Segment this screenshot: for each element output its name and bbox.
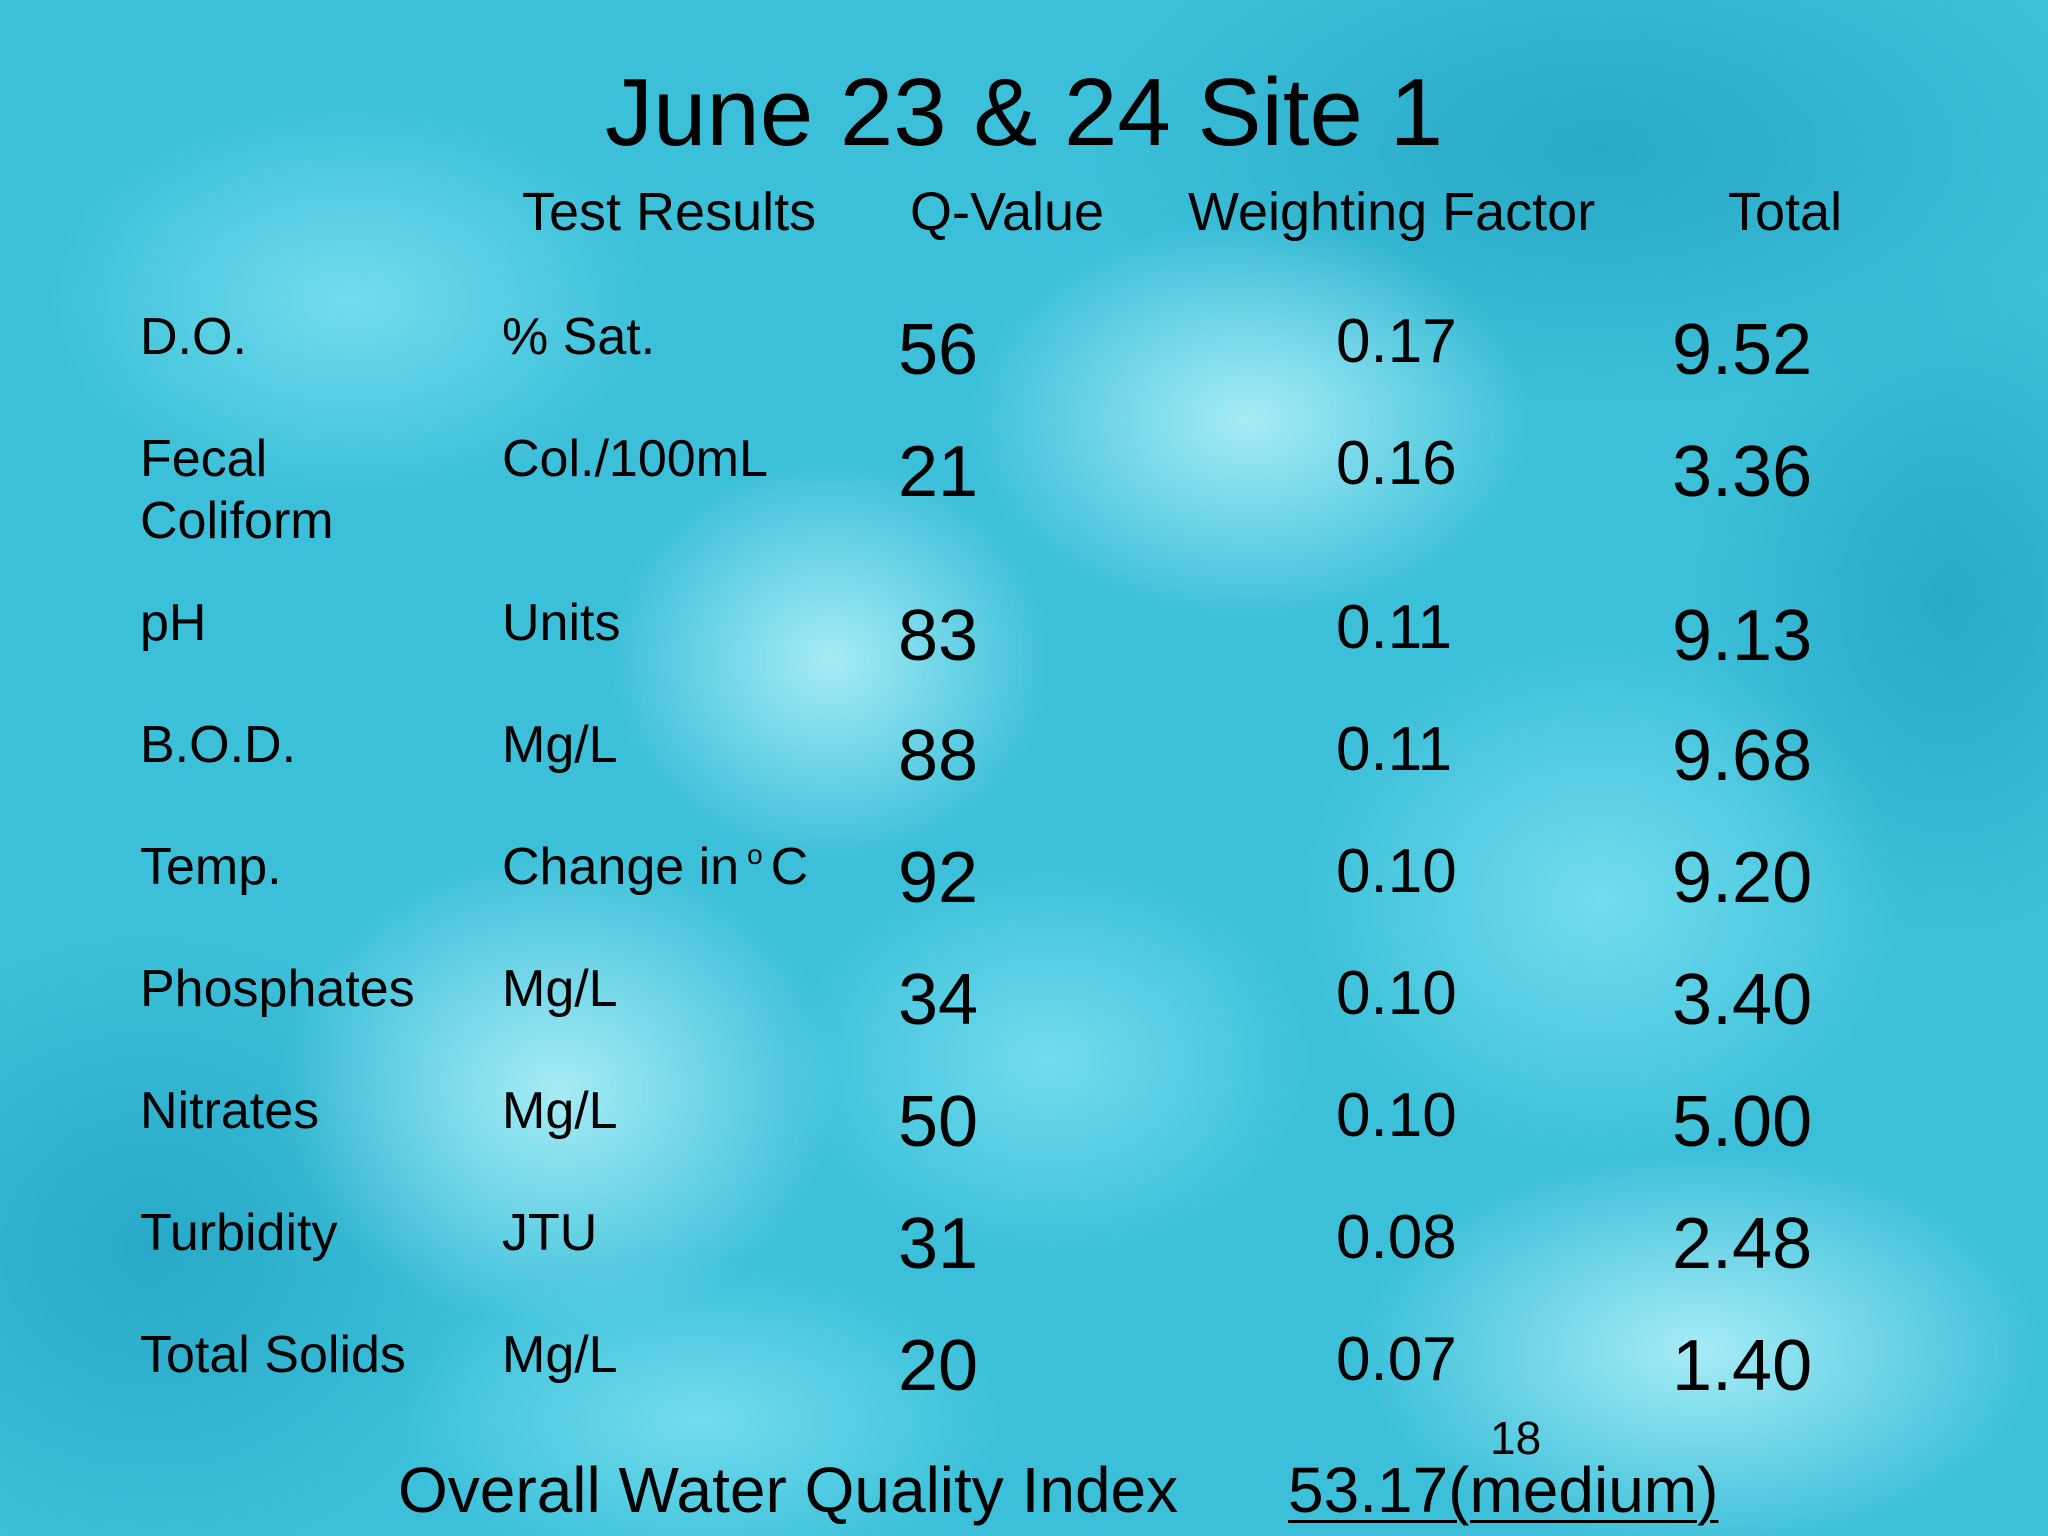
- row-total-temp: 9.20: [1672, 838, 1813, 918]
- row-label-bod: B.O.D.: [140, 716, 297, 774]
- overall-index-label: Overall Water Quality Index: [398, 1454, 1179, 1526]
- row-weight-temp: 0.10: [1336, 837, 1457, 906]
- slide-title: June 23 & 24 Site 1: [605, 59, 1443, 166]
- row-q-value-temp: 92: [898, 838, 979, 918]
- row-unit-temp-prefix: Change in: [502, 838, 740, 896]
- row-weight-do: 0.17: [1336, 307, 1457, 376]
- row-unit-turbidity: JTU: [502, 1204, 598, 1262]
- row-q-value-phosphates: 34: [898, 960, 979, 1040]
- row-weight-fecal-coliform: 0.16: [1336, 429, 1457, 498]
- row-q-value-fecal-coliform: 21: [898, 432, 979, 512]
- row-label-turbidity: Turbidity: [140, 1204, 338, 1262]
- row-weight-bod: 0.11: [1336, 715, 1453, 784]
- row-unit-phosphates: Mg/L: [502, 960, 618, 1018]
- row-label-ph: pH: [140, 594, 207, 652]
- row-weight-ph: 0.11: [1336, 593, 1453, 662]
- row-q-value-do: 56: [898, 310, 979, 390]
- row-q-value-ph: 83: [898, 596, 979, 676]
- row-q-value-bod: 88: [898, 716, 979, 796]
- page-number: 18: [1490, 1412, 1542, 1464]
- row-unit-total-solids: Mg/L: [502, 1326, 618, 1384]
- row-q-value-turbidity: 31: [898, 1204, 979, 1284]
- row-weight-nitrates: 0.10: [1336, 1081, 1457, 1150]
- row-unit-temp: Change in o C: [502, 836, 808, 906]
- row-unit-ph: Units: [502, 594, 621, 652]
- row-total-phosphates: 3.40: [1672, 960, 1813, 1040]
- row-total-total-solids: 1.40: [1672, 1326, 1813, 1406]
- row-unit-do: % Sat.: [502, 308, 656, 366]
- column-header-test-results: Test Results: [522, 182, 817, 242]
- row-label-temp: Temp.: [140, 838, 282, 896]
- row-total-do: 9.52: [1672, 310, 1813, 390]
- row-unit-fecal-coliform: Col./100mL: [502, 430, 768, 488]
- row-label-total-solids: Total Solids: [140, 1326, 406, 1384]
- column-header-weighting-factor: Weighting Factor: [1188, 182, 1596, 242]
- row-unit-bod: Mg/L: [502, 716, 618, 774]
- row-total-ph: 9.13: [1672, 596, 1813, 676]
- row-q-value-nitrates: 50: [898, 1082, 979, 1162]
- overall-index-value: 53.17(medium): [1288, 1454, 1719, 1526]
- row-total-bod: 9.68: [1672, 716, 1813, 796]
- row-unit-temp-suffix: C: [770, 838, 809, 896]
- row-label-do: D.O.: [140, 308, 247, 366]
- column-header-q-value: Q-Value: [910, 182, 1105, 242]
- row-label-phosphates: Phosphates: [140, 960, 415, 1018]
- column-header-total: Total: [1728, 182, 1843, 242]
- row-q-value-total-solids: 20: [898, 1326, 979, 1406]
- row-weight-turbidity: 0.08: [1336, 1203, 1457, 1272]
- row-unit-nitrates: Mg/L: [502, 1082, 618, 1140]
- row-label-nitrates: Nitrates: [140, 1082, 320, 1140]
- row-total-fecal-coliform: 3.36: [1672, 432, 1813, 512]
- row-total-turbidity: 2.48: [1672, 1204, 1813, 1284]
- row-weight-phosphates: 0.10: [1336, 959, 1457, 1028]
- row-label-fecal-coliform: Fecal Coliform: [140, 430, 334, 550]
- row-weight-total-solids: 0.07: [1336, 1325, 1457, 1394]
- degree-symbol: o: [747, 839, 763, 870]
- row-total-nitrates: 5.00: [1672, 1082, 1813, 1162]
